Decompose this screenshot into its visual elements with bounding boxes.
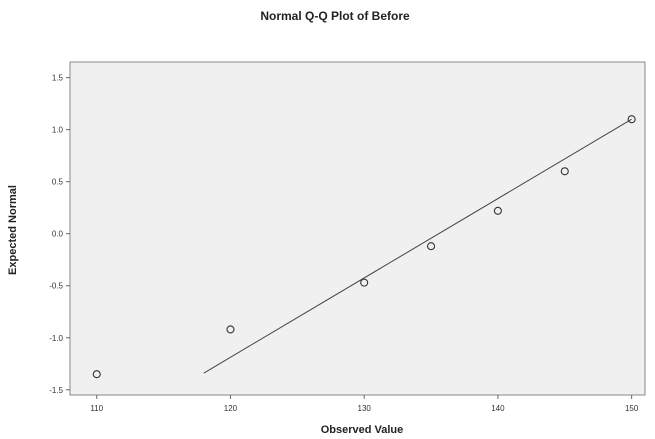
y-tick-label: -1.0 — [49, 334, 63, 343]
x-axis-label: Observed Value — [321, 424, 404, 436]
data-point — [360, 278, 369, 287]
y-tick-label: 1.0 — [52, 126, 64, 135]
data-point — [92, 370, 101, 379]
x-tick-label: 140 — [491, 404, 505, 413]
plot-area — [69, 61, 646, 396]
data-point — [627, 115, 636, 124]
chart-title: Normal Q-Q Plot of Before — [260, 9, 410, 23]
reference-line — [203, 118, 632, 374]
y-tick-label: 0.5 — [52, 178, 64, 187]
x-tick-label: 120 — [224, 404, 238, 413]
data-point — [226, 325, 235, 334]
y-tick-label: -0.5 — [49, 282, 63, 291]
data-point — [493, 206, 502, 215]
y-tick-label: -1.5 — [49, 386, 63, 395]
x-tick-label: 150 — [625, 404, 639, 413]
y-tick-label: 0.0 — [52, 230, 64, 239]
y-tick-label: 1.5 — [52, 74, 64, 83]
data-point — [426, 242, 436, 251]
data-point — [560, 167, 569, 176]
y-axis-label: Expected Normal — [7, 185, 19, 275]
x-tick-label: 110 — [90, 404, 103, 413]
x-tick-label: 130 — [358, 404, 372, 413]
